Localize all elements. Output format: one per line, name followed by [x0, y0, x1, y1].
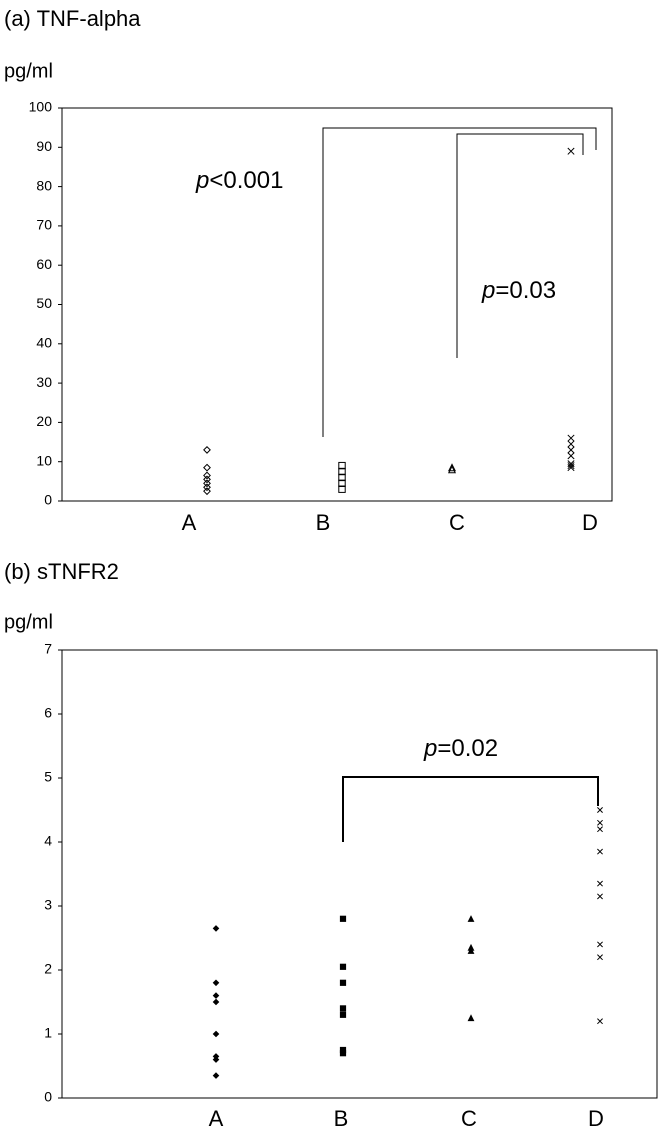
- point: [597, 819, 603, 826]
- point: [567, 452, 575, 460]
- point: [567, 462, 575, 470]
- point: [212, 992, 220, 999]
- y-tick-label: 80: [36, 177, 52, 193]
- point: [567, 147, 575, 155]
- chart-title: (a) TNF-alpha: [4, 6, 141, 31]
- x-tick-label: A: [182, 510, 197, 535]
- y-tick-label: 50: [36, 295, 52, 311]
- x-tick-label: D: [582, 510, 598, 535]
- point: [567, 440, 575, 448]
- point: [212, 1056, 220, 1063]
- y-tick-label: 2: [44, 961, 52, 977]
- point: [339, 915, 347, 922]
- y-tick-label: 3: [44, 897, 52, 913]
- point: [447, 465, 457, 474]
- point: [203, 446, 211, 454]
- point: [467, 947, 475, 954]
- point: [212, 925, 220, 932]
- y-tick-label: 1: [44, 1025, 52, 1041]
- x-tick-label: B: [334, 1106, 349, 1131]
- point: [339, 1005, 347, 1012]
- point: [338, 479, 346, 488]
- y-tick-label: 6: [44, 705, 52, 721]
- x-tick-label: C: [449, 510, 465, 535]
- y-tick-label: 30: [36, 374, 52, 390]
- y-tick-label: 20: [36, 413, 52, 429]
- point: [203, 463, 211, 472]
- point: [597, 954, 603, 961]
- y-axis-label: pg/ml: [4, 60, 53, 82]
- point: [597, 893, 603, 900]
- point: [212, 998, 220, 1006]
- x-tick-label: A: [209, 1106, 224, 1131]
- point: [203, 487, 211, 496]
- point: [203, 483, 211, 492]
- y-tick-label: 0: [44, 1089, 52, 1105]
- significance-brackets: [322, 127, 599, 842]
- point: [597, 880, 603, 887]
- chart-title: (b) sTNFR2: [4, 559, 119, 584]
- y-tick-label: 100: [29, 99, 53, 115]
- plot-area: [61, 649, 658, 1099]
- point: [597, 848, 603, 855]
- point: [597, 1018, 603, 1025]
- point: [338, 485, 346, 493]
- y-axis-label: pg/ml: [4, 611, 53, 633]
- point: [339, 963, 347, 970]
- y-tick-label: 4: [44, 833, 52, 849]
- bracket: [322, 127, 597, 437]
- point: [212, 979, 220, 987]
- point: [338, 473, 346, 482]
- point: [567, 464, 575, 472]
- point: [338, 461, 346, 470]
- y-tick-label: 0: [44, 492, 52, 508]
- point: [447, 463, 457, 472]
- annotation: p=0.03: [481, 277, 556, 304]
- y-tick-label: 7: [44, 641, 52, 657]
- y-tick-label: 90: [36, 138, 52, 154]
- point: [212, 1072, 220, 1079]
- point: [339, 979, 347, 986]
- point: [567, 434, 575, 442]
- point: [467, 1014, 475, 1022]
- x-tick-label: D: [588, 1106, 604, 1131]
- bracket: [456, 133, 584, 358]
- y-tick-label: 40: [36, 335, 52, 351]
- point: [339, 1011, 347, 1018]
- x-tick-label: B: [316, 510, 331, 535]
- point: [203, 475, 211, 484]
- point: [567, 446, 575, 454]
- point: [338, 467, 346, 476]
- y-tick-label: 70: [36, 217, 52, 233]
- annotation: p<0.001: [195, 167, 283, 194]
- point: [203, 471, 211, 480]
- point: [203, 479, 211, 488]
- point: [212, 1030, 220, 1038]
- x-tick-label: C: [461, 1106, 477, 1131]
- point: [467, 915, 475, 922]
- bracket: [342, 776, 599, 842]
- y-tick-label: 60: [36, 256, 52, 272]
- point: [597, 941, 603, 948]
- point: [597, 826, 603, 833]
- y-tick-label: 10: [36, 452, 52, 468]
- y-tick-label: 5: [44, 769, 52, 785]
- point: [339, 1050, 347, 1057]
- point: [597, 807, 603, 813]
- annotation: p=0.02: [423, 735, 498, 762]
- plot-area: [61, 107, 613, 502]
